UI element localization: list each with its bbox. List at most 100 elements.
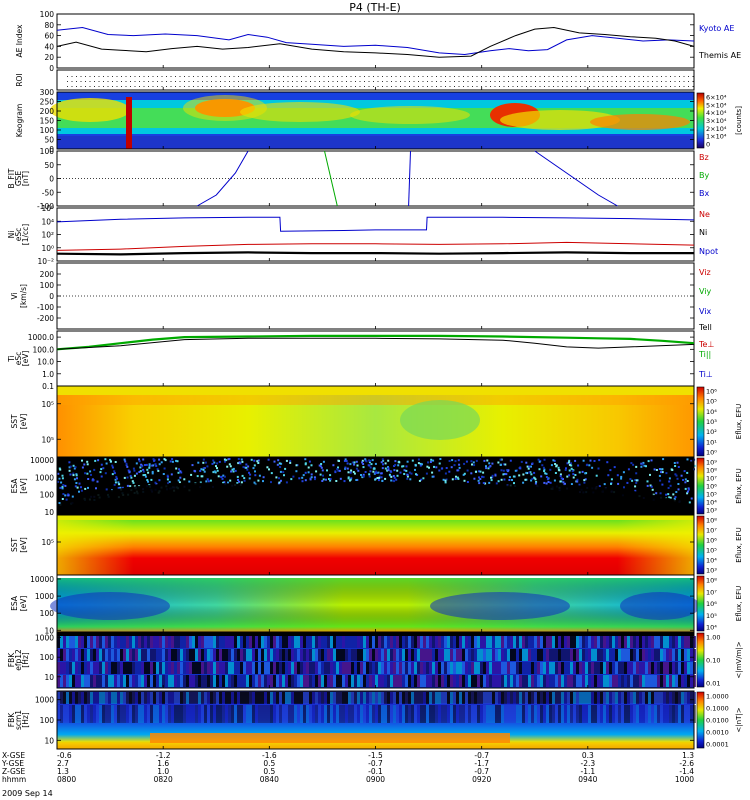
esa-noise-pixel	[146, 468, 149, 471]
fbk2-streak	[678, 705, 681, 723]
roi-dot	[679, 81, 680, 82]
fbk1-streak	[207, 675, 210, 687]
esa-noise-pixel	[390, 479, 393, 482]
y-tick-label: 10⁴	[41, 217, 54, 226]
fbk1-streak	[243, 649, 246, 661]
fbk1-streak	[621, 636, 624, 648]
fbk1-streak	[177, 636, 180, 648]
legend-entry: By	[699, 171, 709, 180]
fbk1-streak	[297, 662, 300, 674]
esa-noise-pixel	[537, 458, 540, 461]
esa-noise-pixel	[582, 459, 585, 462]
fbk2-streak	[651, 705, 654, 723]
roi-dot	[625, 81, 626, 82]
fbk1-streak	[648, 675, 651, 687]
roi-dot	[80, 76, 82, 77]
fbk1-streak	[186, 636, 189, 648]
esa-noise-pixel	[512, 475, 515, 478]
roi-dot	[107, 81, 109, 82]
fbk2-streak	[150, 692, 153, 704]
y-axis-label: Ni	[7, 231, 16, 239]
esa-noise-pixel	[554, 472, 557, 474]
esa-noise-pixel	[282, 471, 285, 474]
fbk2-streak	[534, 705, 537, 723]
esa-noise-pixel	[427, 461, 429, 464]
esa-noise-pixel	[378, 476, 381, 479]
roi-dot	[458, 76, 460, 77]
colorbar-tick-label: 10⁵	[706, 547, 717, 555]
esa-noise-pixel	[68, 466, 71, 469]
fbk2-streak	[606, 705, 609, 723]
fbk1-streak	[138, 649, 141, 661]
roi-dot	[400, 81, 401, 82]
esa-noise-pixel	[245, 466, 248, 469]
roi-dot	[314, 86, 316, 87]
fbk2-streak	[297, 692, 300, 704]
roi-dot	[517, 76, 518, 77]
esa-noise-pixel	[593, 460, 596, 462]
fbk2-streak	[423, 705, 426, 723]
colorbar-label: Eflux, EFU	[735, 586, 743, 621]
fbk1-streak	[492, 675, 495, 687]
fbk2-streak	[171, 692, 174, 704]
fbk1-streak	[462, 675, 465, 687]
fbk1-streak	[540, 662, 543, 674]
esa-noise-pixel	[320, 463, 323, 465]
y-tick-label: 60	[44, 32, 54, 41]
fbk2-streak	[135, 705, 138, 723]
fbk1-streak	[72, 649, 75, 661]
fbk1-streak	[447, 675, 450, 687]
esa-noise-pixel	[236, 475, 239, 478]
roi-dot	[575, 81, 577, 82]
fbk1-streak	[228, 675, 231, 687]
esa-noise-pixel	[211, 462, 214, 465]
esa-noise-pixel	[228, 463, 231, 466]
fbk1-streak	[531, 636, 534, 648]
fbk1-streak	[207, 649, 210, 661]
fbk1-streak	[420, 636, 423, 648]
fbk2-streak	[393, 692, 396, 704]
esa-noise-pixel	[203, 470, 206, 473]
fbk1-streak	[564, 649, 567, 661]
fbk1-streak	[486, 636, 489, 648]
colorbar-label: Eflux, EFU	[735, 404, 743, 439]
fbk1-streak	[303, 636, 306, 648]
fbk1-streak	[237, 675, 240, 687]
roi-dot	[269, 86, 271, 87]
esa-noise-pixel	[164, 459, 167, 462]
fbk2-streak	[630, 705, 633, 723]
esa-noise-pixel	[533, 471, 536, 474]
roi-dot	[445, 76, 446, 77]
y-axis-label: ESA	[10, 595, 19, 611]
fbk2-streak	[324, 692, 327, 704]
roi-dot	[485, 81, 487, 82]
fbk1-streak	[669, 636, 672, 648]
fbk1-streak	[393, 675, 396, 687]
fbk1-streak	[624, 662, 627, 674]
date-label: 2009 Sep 14	[2, 789, 53, 798]
fbk1-streak	[162, 675, 165, 687]
esa-noise-pixel	[127, 469, 130, 472]
roi-dot	[368, 81, 370, 82]
fbk2-streak	[510, 705, 513, 723]
fbk2-streak	[660, 705, 663, 723]
fbk1-streak	[540, 675, 543, 687]
roi-dot	[220, 86, 221, 87]
fbk1-streak	[417, 649, 420, 661]
fbk1-streak	[324, 649, 327, 661]
roi-dot	[229, 86, 230, 87]
esa-noise-pixel	[529, 471, 532, 474]
fbk2-streak	[297, 705, 300, 723]
fbk1-streak	[597, 636, 600, 648]
fbk1-streak	[525, 675, 528, 687]
fbk2-streak	[579, 705, 582, 723]
roi-dot	[463, 76, 464, 77]
esa-noise-pixel	[232, 470, 235, 473]
roi-dot	[359, 76, 361, 77]
esa-noise-pixel	[454, 460, 457, 463]
roi-dot	[481, 81, 482, 82]
fbk1-streak	[684, 662, 687, 674]
esa-noise-pixel	[606, 461, 609, 464]
roi-dot	[539, 81, 541, 82]
esa-noise-pixel	[126, 465, 129, 468]
